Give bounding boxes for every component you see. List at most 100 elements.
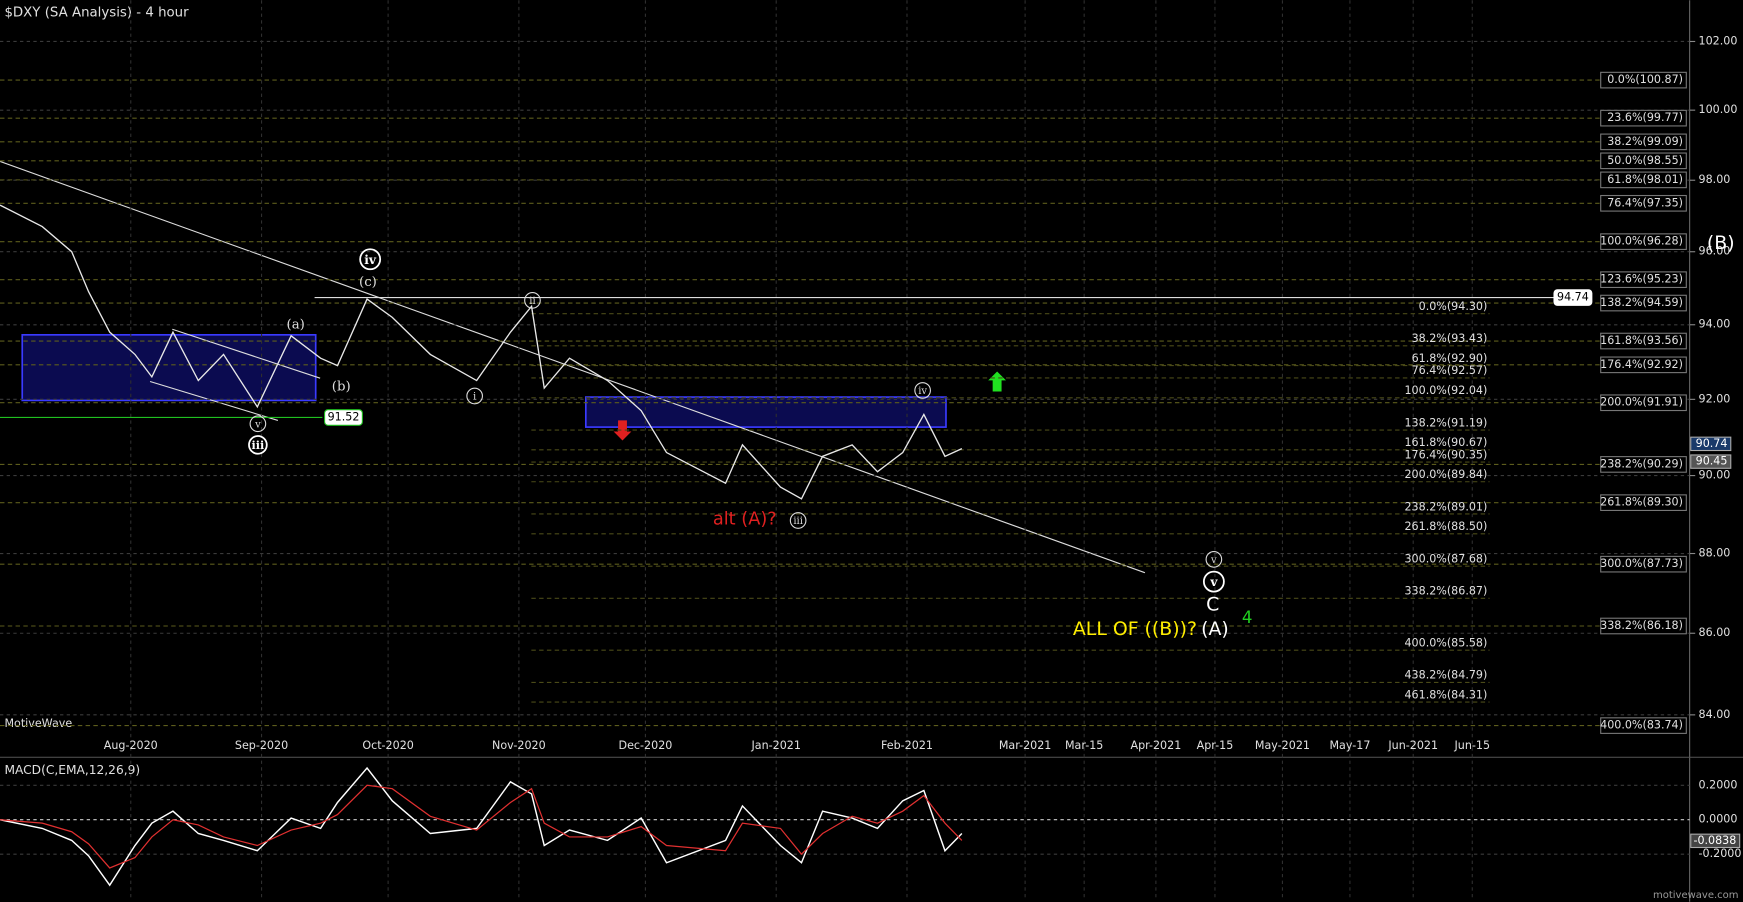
wave-label: iii — [793, 516, 803, 527]
wave-label: v — [1209, 575, 1218, 589]
fib-label: 38.2%(99.09) — [1607, 135, 1683, 148]
fib-label-box — [1600, 271, 1687, 289]
fib-label: 400.0%(85.58) — [1404, 637, 1487, 650]
y-tick-label: 96.00 — [1699, 245, 1731, 258]
trendline — [0, 160, 1146, 574]
fib-label: 300.0%(87.68) — [1404, 552, 1487, 565]
x-tick-label: Dec-2020 — [619, 739, 673, 752]
fib-label-box — [1600, 233, 1687, 250]
y-tick-label: 100.00 — [1699, 103, 1738, 116]
wave-circle — [914, 382, 931, 399]
wave-label: v — [254, 419, 261, 430]
fib-label-box — [1600, 71, 1687, 89]
footer: motivewave.com — [1653, 890, 1739, 901]
wave-label: 4 — [1242, 608, 1253, 627]
x-tick-label: Mar-2021 — [999, 739, 1052, 752]
y-tick-label: 0.0000 — [1699, 813, 1738, 826]
fib-label-box — [1600, 617, 1687, 635]
wave-label: (b) — [332, 380, 351, 395]
y-tick-label: 0.2000 — [1699, 778, 1738, 791]
fib-label-box — [1600, 456, 1687, 473]
fib-label-box — [1600, 717, 1687, 734]
fib-label-box — [1600, 152, 1687, 170]
wave-label: iii — [252, 439, 265, 452]
wave-circle — [1202, 570, 1225, 593]
wave-label: (c) — [359, 275, 377, 290]
price-line — [0, 204, 963, 500]
fib-label: 300.0%(87.73) — [1600, 557, 1683, 570]
zone-box — [21, 334, 317, 402]
wave-label: C — [1206, 593, 1219, 615]
x-tick-label: Jun-2021 — [1387, 739, 1438, 752]
fib-label-box — [1600, 133, 1687, 151]
up-arrow — [988, 371, 1007, 392]
y-tick-label: 88.00 — [1699, 547, 1731, 560]
last-price-box — [1690, 454, 1732, 469]
fib-label: 38.2%(93.43) — [1412, 332, 1488, 345]
last-value-box — [1690, 833, 1741, 849]
fib-label-box — [1600, 194, 1687, 212]
macd-line — [0, 766, 963, 887]
wave-label: ALL OF ((B))? — [1073, 618, 1197, 640]
chart-title: $DXY (SA Analysis) - 4 hour — [4, 5, 189, 20]
fib-label: 61.8%(98.01) — [1607, 173, 1683, 186]
wave-label: v — [1210, 555, 1217, 566]
wave-label: iv — [918, 386, 927, 397]
fib-label: 238.2%(89.01) — [1404, 500, 1487, 513]
y-tick-label: 84.00 — [1699, 708, 1731, 721]
x-tick-label: Jan-2021 — [751, 739, 801, 752]
y-tick-label: 94.00 — [1699, 318, 1731, 331]
x-tick-label: Mar-15 — [1065, 739, 1103, 752]
x-tick-label: Apr-2021 — [1130, 739, 1181, 752]
fib-label: 0.0%(100.87) — [1607, 73, 1683, 86]
fib-label: 161.8%(90.67) — [1404, 436, 1487, 449]
x-tick-label: Oct-2020 — [362, 739, 414, 752]
wave-circle — [249, 415, 267, 433]
wave-circle — [524, 292, 541, 309]
fib-label: 23.6%(99.77) — [1607, 111, 1683, 124]
y-tick-label: 86.00 — [1699, 626, 1731, 639]
wave-label: (B) — [1707, 232, 1735, 254]
channel-line — [172, 328, 321, 379]
fib-label-box — [1600, 394, 1687, 412]
x-tick-label: Sep-2020 — [235, 739, 288, 752]
fib-label: 261.8%(89.30) — [1600, 496, 1683, 509]
panel-title: MACD(C,EMA,12,26,9) — [4, 763, 140, 777]
fib-label: 200.0%(91.91) — [1600, 396, 1683, 409]
y-tick-label: 98.00 — [1699, 173, 1731, 186]
price-line-box — [1553, 289, 1593, 306]
wave-circle — [466, 387, 483, 405]
x-tick-label: May-17 — [1329, 739, 1370, 752]
fib-label: 261.8%(88.50) — [1404, 520, 1487, 533]
wave-label: (A) — [1201, 618, 1229, 640]
y-tick-label: 90.00 — [1699, 469, 1731, 482]
y-tick-label: 92.00 — [1699, 392, 1731, 405]
wave-circle — [789, 512, 807, 529]
fib-label-box — [1600, 494, 1687, 511]
last-price-label: 90.45 — [1696, 455, 1728, 468]
price-line-box — [324, 409, 363, 426]
fib-label: 138.2%(94.59) — [1600, 296, 1683, 309]
wave-label: ii — [529, 296, 535, 307]
fib-label: 76.4%(92.57) — [1412, 364, 1488, 377]
last-price-label: 90.74 — [1696, 437, 1728, 450]
fib-label-box — [1600, 171, 1687, 189]
x-tick-label: Feb-2021 — [881, 739, 933, 752]
fib-label: 200.0%(89.84) — [1404, 468, 1487, 481]
fib-label: 0.0%(94.30) — [1419, 300, 1488, 313]
wave-circle — [359, 248, 382, 271]
x-tick-label: Jun-15 — [1454, 739, 1491, 752]
price-line-label: 94.74 — [1557, 291, 1589, 304]
fib-label: 238.2%(90.29) — [1600, 457, 1683, 470]
fib-label: 138.2%(91.19) — [1404, 416, 1487, 429]
wave-label: i — [473, 392, 476, 403]
x-tick-label: Apr-15 — [1197, 739, 1234, 752]
zone-box — [584, 396, 947, 428]
last-value-label: -0.0838 — [1693, 834, 1736, 847]
price-line-label: 91.52 — [328, 410, 360, 423]
channel-line — [149, 380, 279, 421]
down-arrow — [613, 420, 632, 441]
fib-label: 61.8%(92.90) — [1412, 352, 1488, 365]
wave-circle — [248, 435, 268, 455]
fib-label: 50.0%(98.55) — [1607, 154, 1683, 167]
